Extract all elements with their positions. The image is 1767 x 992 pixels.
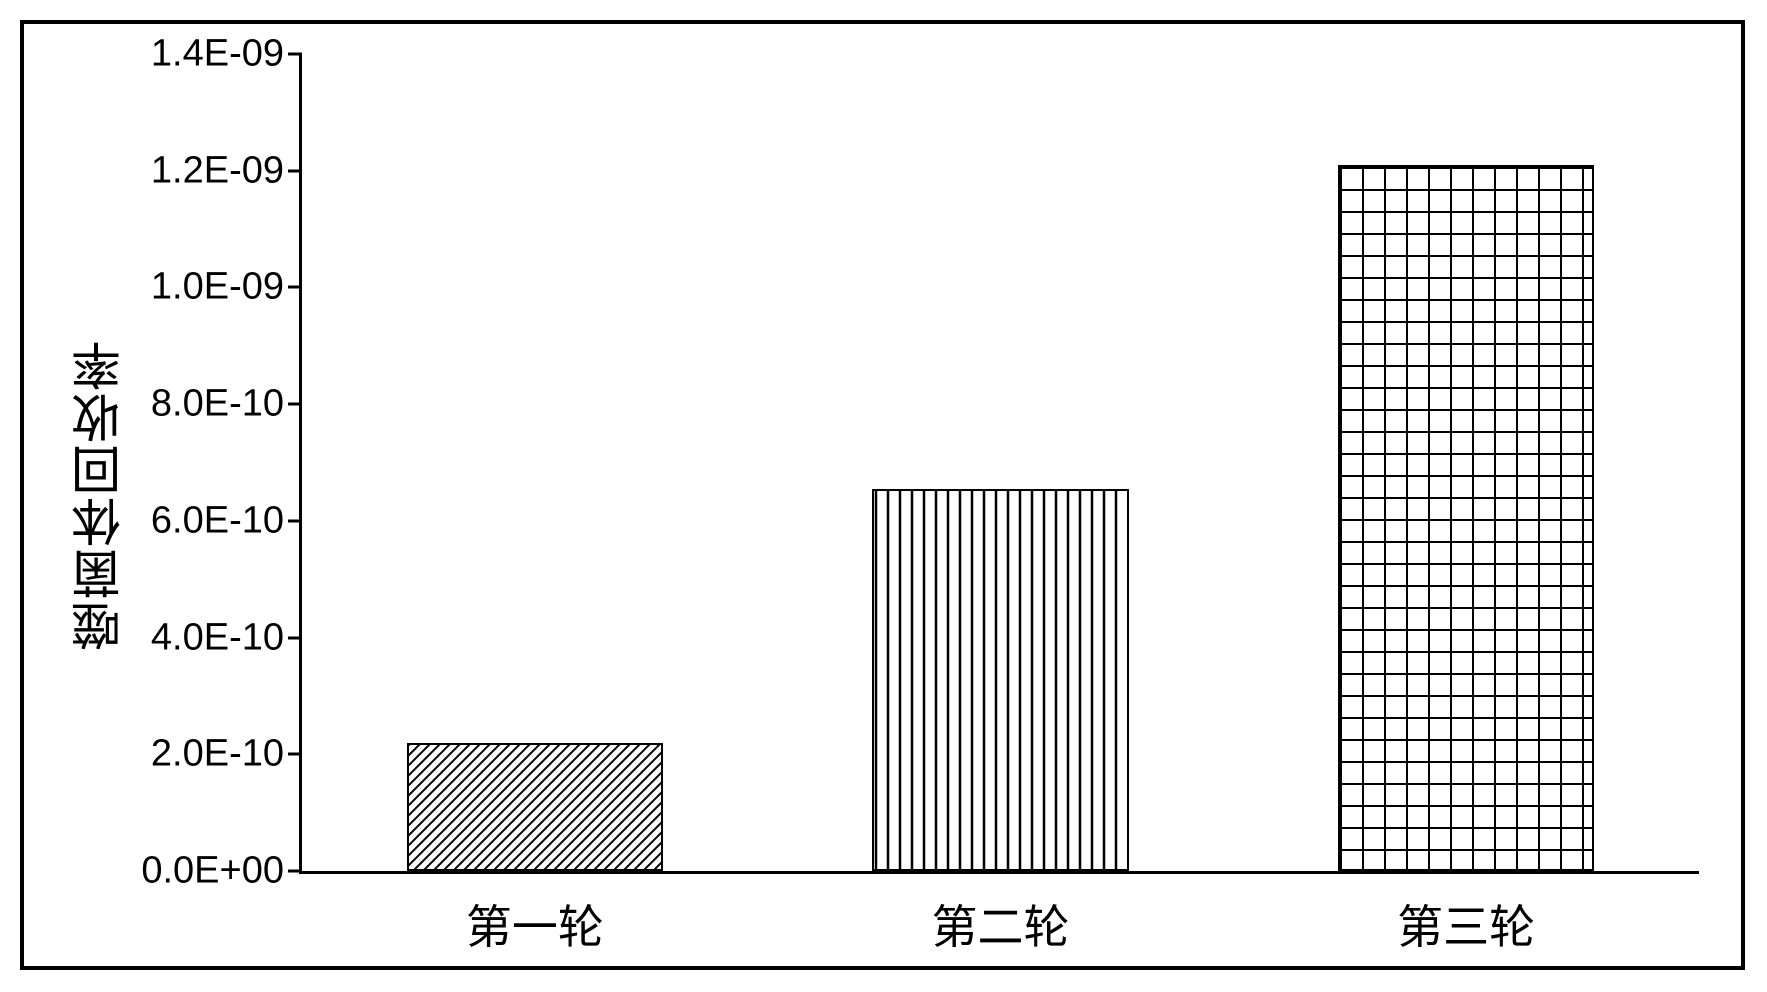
bar <box>872 489 1128 871</box>
plot-area: 0.0E+002.0E-104.0E-106.0E-108.0E-101.0E-… <box>299 54 1699 874</box>
x-axis-label: 第二轮 <box>932 891 1070 957</box>
y-tick-mark <box>288 753 302 756</box>
y-tick-label: 4.0E-10 <box>151 616 284 659</box>
x-axis-label: 第三轮 <box>1397 891 1535 957</box>
y-tick-mark <box>288 519 302 522</box>
y-tick-mark <box>288 870 302 873</box>
y-tick-label: 0.0E+00 <box>141 850 284 893</box>
x-axis-label: 第一轮 <box>466 891 604 957</box>
y-tick-mark <box>288 636 302 639</box>
bar <box>407 743 663 871</box>
y-tick-mark <box>288 169 302 172</box>
bar <box>1338 165 1594 871</box>
chart-wrap: 噬菌体回收率 <box>24 24 1741 966</box>
y-tick-label: 1.2E-09 <box>151 149 284 192</box>
chart-frame: 噬菌体回收率 <box>20 20 1745 970</box>
y-tick-label: 1.4E-09 <box>151 33 284 76</box>
y-tick-label: 2.0E-10 <box>151 733 284 776</box>
y-tick-label: 6.0E-10 <box>151 499 284 542</box>
y-tick-label: 8.0E-10 <box>151 383 284 426</box>
y-tick-label: 1.0E-09 <box>151 266 284 309</box>
y-tick-mark <box>288 53 302 56</box>
y-axis-label: 噬菌体回收率 <box>64 339 136 651</box>
y-tick-mark <box>288 286 302 289</box>
y-tick-mark <box>288 403 302 406</box>
